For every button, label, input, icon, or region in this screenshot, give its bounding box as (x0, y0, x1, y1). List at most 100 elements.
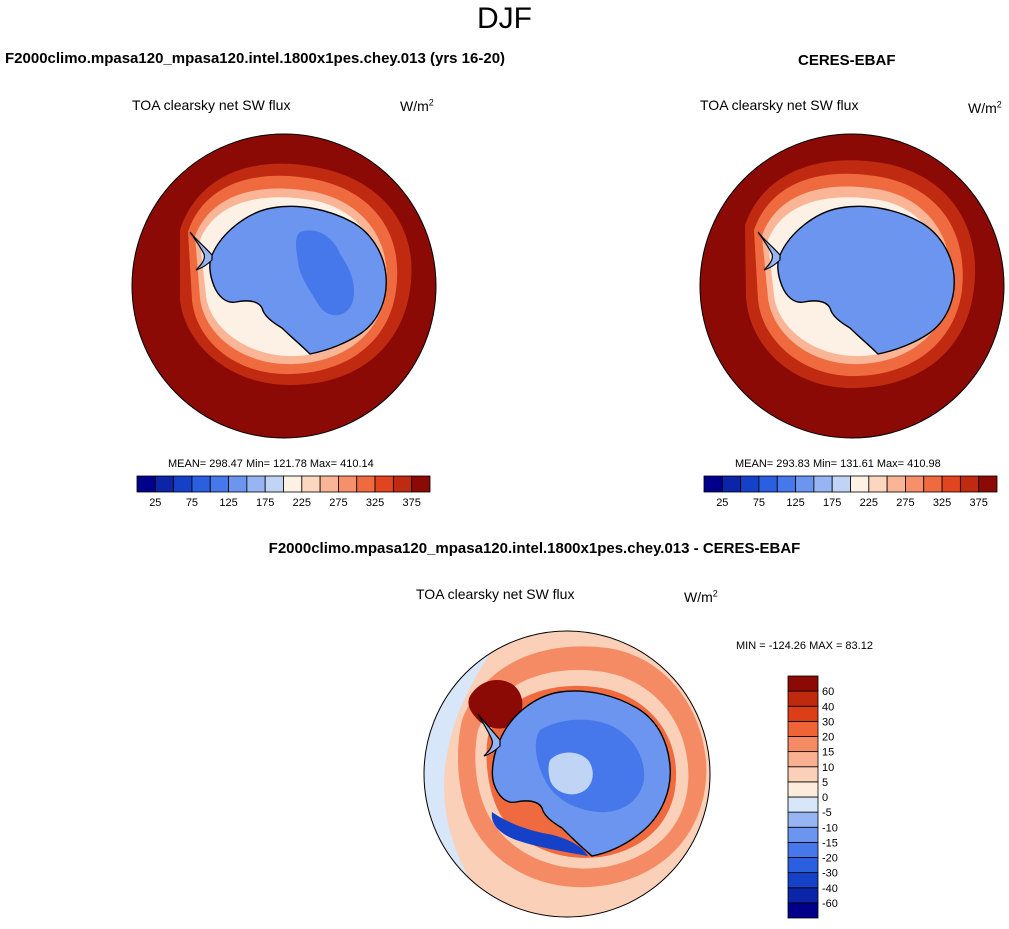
panel-3-colorbar-box-12 (787, 720, 819, 737)
panel-3-dark-red-patch (468, 680, 523, 729)
panel-3-colorbar-tick-9: 10 (822, 762, 834, 774)
panel-1-colorbar-box-7 (264, 475, 284, 493)
panel-3-colorbar-box-14 (787, 690, 819, 707)
panel-3-colorbar-box-13 (787, 705, 819, 722)
panel-2-colorbar-box-14 (959, 475, 980, 493)
panel-1-colorbar-box-13 (374, 475, 394, 493)
panel-2-units: W/m2 (968, 99, 1002, 116)
panel-1-colorbar-box-2 (173, 475, 193, 493)
panel-2-colorbar-box-0 (703, 475, 723, 493)
panel-2-colorbar-box-13 (941, 475, 961, 493)
panel-1-colorbar-box-8 (283, 475, 303, 493)
panel-1-colorbar-box-9 (301, 475, 321, 493)
panel-2-colorbar-tick-0: 25 (716, 497, 728, 509)
panel-1-colorbar-box-12 (356, 475, 376, 493)
panel-2-colorbar-box-9 (868, 475, 888, 493)
panel-3-colorbar-box-10 (787, 751, 819, 768)
panel-2-colorbar-box-5 (795, 475, 815, 493)
panel-3-colorbar-tick-3: -20 (822, 853, 838, 865)
panel-2-colorbar-box-4 (776, 475, 796, 493)
panel-3-colorbar-tick-10: 15 (822, 747, 834, 759)
panel-3-colorbar-box-11 (787, 736, 819, 753)
panel-2-map (700, 134, 1004, 438)
panel-3-colorbar-tick-12: 30 (822, 716, 834, 728)
panel-3-units: W/m2 (684, 588, 718, 605)
panel-3-colorbar-tick-4: -15 (822, 837, 838, 849)
panel-3-colorbar-tick-2: -30 (822, 868, 838, 880)
panel-2-colorbar-box-12 (923, 475, 943, 493)
panel-2-colorbar-box-3 (758, 475, 778, 493)
panel-1-colorbar-tick-1: 75 (186, 497, 198, 509)
panel-1-colorbar-tick-7: 375 (403, 497, 421, 509)
figure-season-title: DJF (477, 2, 532, 35)
panel-3-colorbar-box-7 (787, 796, 819, 813)
panel-3-colorbar-tick-6: -5 (822, 807, 832, 819)
panel-2-title: CERES-EBAF (798, 52, 896, 69)
panel-1-colorbar-tick-5: 275 (329, 497, 347, 509)
panel-1-map-border (131, 133, 437, 439)
panel-1-antarctica (209, 205, 387, 355)
panel-1-colorbar-tick-0: 25 (149, 497, 161, 509)
panel-1-variable: TOA clearsky net SW flux (132, 97, 291, 113)
panel-3-map (424, 631, 710, 917)
panel-3-peninsula (477, 713, 501, 757)
panel-3-colorbar-tick-7: 0 (822, 792, 828, 804)
panel-1-units: W/m2 (400, 97, 434, 114)
panel-2-colorbar-tick-7: 375 (970, 497, 988, 509)
panel-3-colorbar-tick-1: -40 (822, 883, 838, 895)
panel-1-colorbar-box-4 (209, 475, 229, 493)
panel-3-colorbar-box-9 (787, 766, 819, 783)
panel-2-colorbar-tick-5: 275 (896, 497, 914, 509)
panel-1-colorbar-tick-6: 325 (366, 497, 384, 509)
panel-3-colorbar-box-15 (787, 675, 819, 692)
panel-3-title: F2000climo.mpasa120_mpasa120.intel.1800x… (268, 540, 801, 557)
panel-2-colorbar-box-10 (886, 475, 906, 493)
panel-1-colorbar-box-14 (392, 475, 413, 493)
panel-1-colorbar-box-3 (191, 475, 211, 493)
panel-1-colorbar-box-10 (319, 475, 339, 493)
panel-3-colorbar-tick-8: 5 (822, 777, 828, 789)
panel-1-colorbar-box-15 (411, 475, 431, 493)
panel-3-colorbar-box-5 (787, 826, 819, 843)
panel-1-colorbar-tick-2: 125 (219, 497, 237, 509)
panel-1-colorbar-box-6 (246, 475, 266, 493)
panel-2-variable: TOA clearsky net SW flux (700, 97, 859, 113)
panel-2-map-border (699, 133, 1005, 439)
panel-3-stats: MIN = -124.26 MAX = 83.12 (736, 640, 873, 652)
panel-3-map-border (423, 630, 711, 918)
panel-1-colorbar-box-1 (154, 475, 175, 493)
panel-2-colorbar-box-1 (721, 475, 742, 493)
panel-1-colorbar-box-11 (338, 475, 358, 493)
panel-2-colorbar-box-2 (740, 475, 760, 493)
panel-3-light-center (548, 752, 593, 795)
panel-1-colorbar-tick-3: 175 (256, 497, 274, 509)
panel-3-colorbar-tick-14: 60 (822, 686, 834, 698)
panel-2-colorbar-tick-1: 75 (753, 497, 765, 509)
panel-3-colorbar: -60 -40 -30 -20 -15 -10 -5 0 5 10 15 20 30 40 60 (787, 675, 838, 919)
panel-1-title: F2000climo.mpasa120_mpasa120.intel.1800x… (5, 50, 506, 67)
panel-3-dark-blue-ross (491, 812, 588, 856)
panel-2-colorbar-box-7 (831, 475, 851, 493)
panel-1-map (132, 134, 436, 438)
panel-3-variable: TOA clearsky net SW flux (416, 586, 575, 602)
panel-3-colorbar-box-0 (787, 902, 819, 919)
panel-2-colorbar-tick-4: 225 (860, 497, 878, 509)
panel-2-colorbar-box-6 (813, 475, 833, 493)
panel-2-colorbar-tick-2: 125 (786, 497, 804, 509)
panel-1-colorbar-box-0 (136, 475, 156, 493)
panel-2-antarctica (777, 205, 955, 355)
panel-2-colorbar-tick-6: 325 (933, 497, 951, 509)
panel-2-colorbar-box-11 (905, 475, 925, 493)
panel-3-colorbar-box-2 (787, 872, 819, 889)
panel-3-colorbar-box-3 (787, 857, 819, 874)
panel-3-colorbar-tick-0: -60 (822, 898, 838, 910)
panel-2-colorbar-box-8 (850, 475, 870, 493)
panel-2-stats: MEAN= 293.83 Min= 131.61 Max= 410.98 (735, 458, 941, 470)
panel-2-colorbar: 25 75 125 175 225 275 325 375 (703, 475, 998, 509)
panel-3-colorbar-tick-5: -10 (822, 822, 838, 834)
panel-2-colorbar-tick-3: 175 (823, 497, 841, 509)
panel-1-peninsula (189, 231, 213, 271)
panel-1-colorbar: 25 75 125 175 225 275 325 375 (136, 475, 431, 509)
panel-3-colorbar-tick-13: 40 (822, 701, 834, 713)
